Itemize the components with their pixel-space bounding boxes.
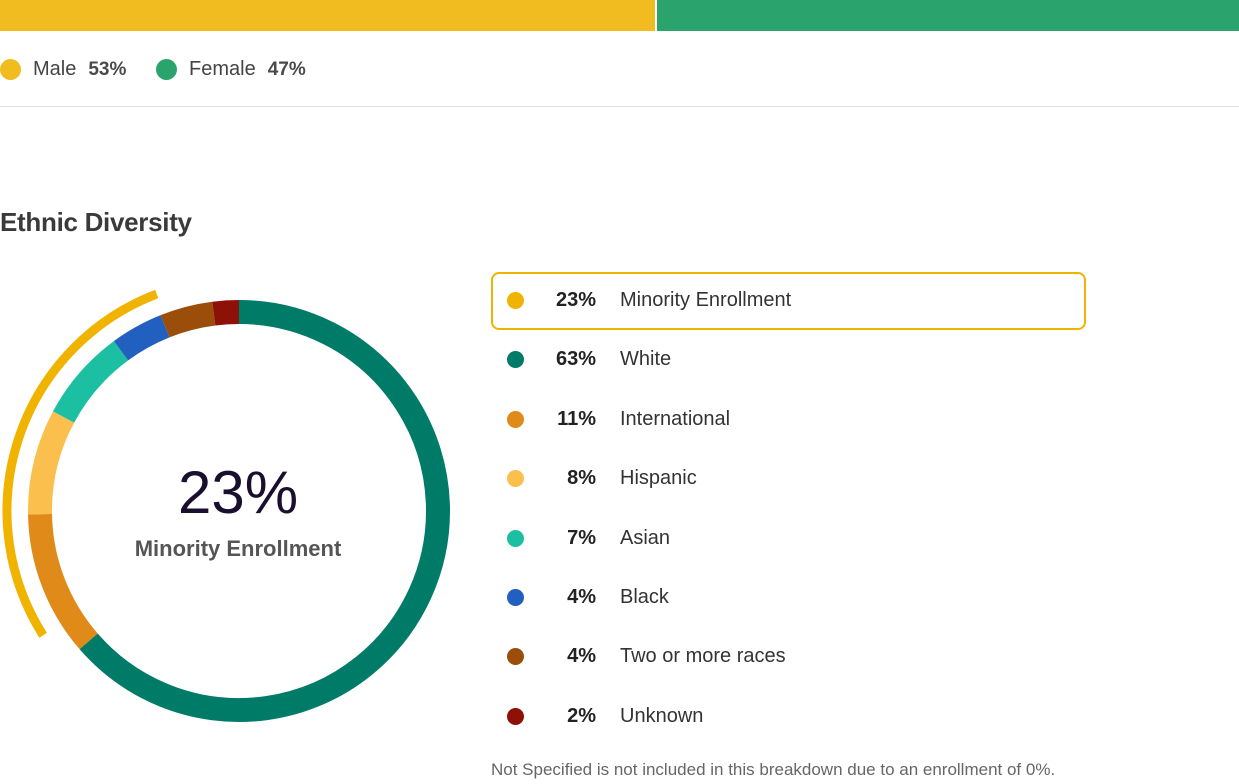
slice-unknown[interactable]: [212, 300, 240, 326]
minority-highlight-arc: [2, 290, 159, 638]
slice-black[interactable]: [113, 315, 170, 361]
legend-pct: 63%: [555, 348, 596, 371]
male-dot-icon: [0, 59, 21, 80]
legend-item-international[interactable]: 11% International: [491, 391, 1086, 450]
slice-two-or-more-races[interactable]: [160, 301, 216, 338]
donut-center-value: 23%: [177, 459, 299, 526]
donut-center-label: Minority Enrollment: [134, 536, 342, 561]
black-dot-icon: [507, 588, 524, 606]
legend-label: White: [620, 348, 672, 371]
ethnic-donut-chart: [2, 290, 450, 722]
female-value: 47%: [267, 58, 306, 80]
unknown-dot-icon: [507, 707, 524, 725]
hispanic-dot-icon: [507, 470, 524, 488]
legend-item-black[interactable]: 4% Black: [491, 569, 1086, 628]
asian-dot-icon: [507, 529, 524, 547]
gender-bar: [0, 0, 1239, 31]
international-dot-icon: [507, 410, 524, 428]
gender-legend-male: Male 53%: [0, 58, 126, 81]
legend-label: Hispanic: [620, 467, 697, 490]
legend-item-hispanic[interactable]: 8% Hispanic: [491, 450, 1086, 509]
footnote: Not Specified is not included in this br…: [491, 760, 1056, 779]
donut-slices: [28, 300, 450, 722]
white-dot-icon: [507, 351, 524, 369]
slice-international[interactable]: [28, 513, 98, 650]
legend-label: Minority Enrollment: [620, 289, 792, 311]
section-divider: [0, 106, 1239, 107]
legend-pct: 23%: [555, 289, 596, 311]
legend-label: Asian: [620, 526, 671, 549]
legend-pct: 11%: [557, 407, 596, 430]
minority-dot-icon: [507, 292, 524, 309]
legend-pct: 4%: [567, 645, 596, 668]
slice-asian[interactable]: [53, 341, 129, 423]
male-label: Male: [33, 58, 77, 80]
section-title: Ethnic Diversity: [0, 207, 192, 237]
legend-pct: 8%: [567, 467, 596, 490]
two-or-more-races-dot-icon: [507, 648, 524, 666]
female-dot-icon: [156, 59, 177, 80]
legend-pct: 2%: [567, 704, 596, 727]
slice-white[interactable]: [79, 300, 450, 722]
legend-item-two-or-more-races[interactable]: 4% Two or more races: [491, 628, 1086, 687]
legend-item-unknown[interactable]: 2% Unknown: [491, 688, 1086, 747]
legend-pct: 7%: [567, 526, 596, 549]
legend-label: International: [620, 407, 731, 430]
gender-legend-female: Female 47%: [156, 58, 306, 81]
legend-item-minority-enrollment[interactable]: 23% Minority Enrollment: [491, 272, 1086, 330]
legend-label: Two or more races: [620, 645, 786, 668]
male-value: 53%: [88, 58, 127, 80]
legend-item-white[interactable]: 63% White: [491, 331, 1086, 390]
gender-bar-male[interactable]: [0, 0, 655, 31]
female-label: Female: [189, 58, 256, 80]
legend-label: Unknown: [620, 704, 704, 727]
slice-hispanic[interactable]: [28, 411, 75, 515]
ethnic-legend: 23% Minority Enrollment 63% White 11% Inter…: [491, 272, 1086, 747]
legend-label: Black: [620, 585, 669, 608]
legend-item-asian[interactable]: 7% Asian: [491, 510, 1086, 569]
legend-pct: 4%: [567, 585, 596, 608]
gender-bar-female[interactable]: [657, 0, 1239, 31]
